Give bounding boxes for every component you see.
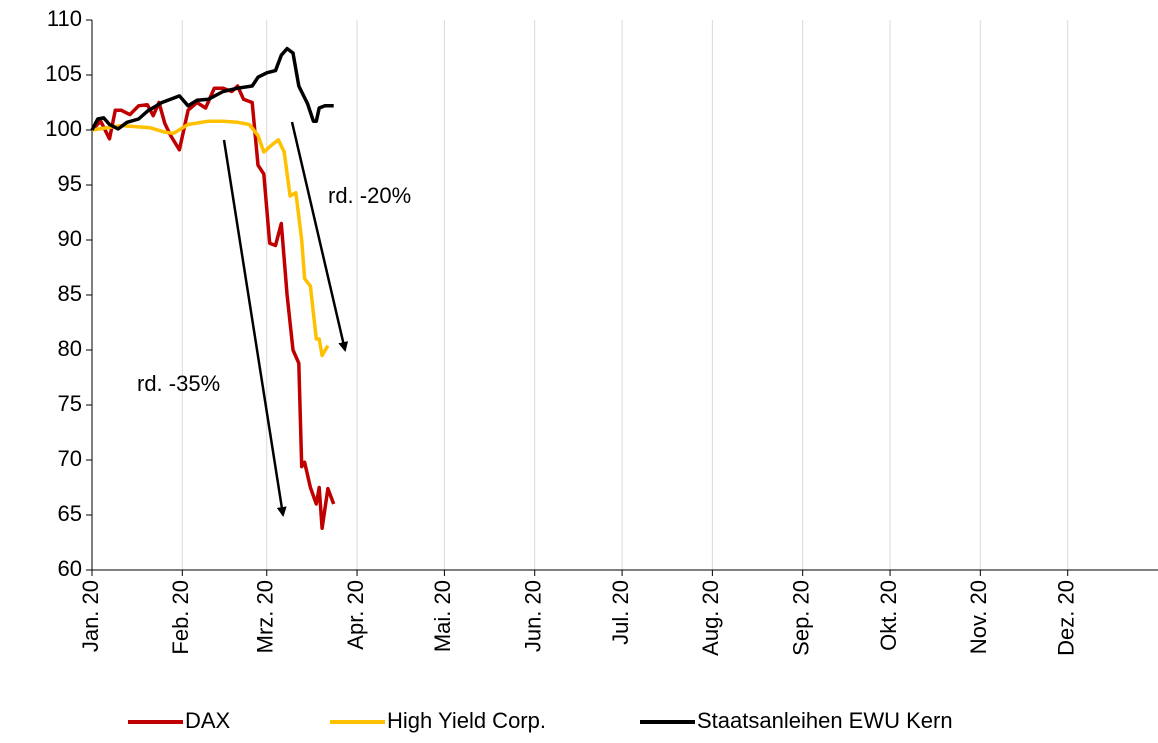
x-tick-label: Jan. 20 bbox=[78, 580, 103, 652]
arrow bbox=[222, 139, 287, 517]
legend-label: High Yield Corp. bbox=[387, 708, 546, 733]
x-tick-label: Nov. 20 bbox=[966, 580, 991, 654]
x-tick-label: Mai. 20 bbox=[430, 580, 455, 652]
y-tick-label: 100 bbox=[45, 116, 82, 141]
y-tick-label: 70 bbox=[58, 446, 82, 471]
x-tick-label: Jul. 20 bbox=[608, 580, 633, 645]
series-line bbox=[91, 119, 330, 358]
arrow bbox=[290, 121, 349, 352]
x-tick-label: Aug. 20 bbox=[698, 580, 723, 656]
y-tick-label: 60 bbox=[58, 556, 82, 581]
series-line bbox=[90, 84, 336, 530]
y-tick-label: 85 bbox=[58, 281, 82, 306]
x-tick-label: Feb. 20 bbox=[168, 580, 193, 655]
y-tick-label: 105 bbox=[45, 61, 82, 86]
y-tick-label: 110 bbox=[47, 6, 82, 31]
legend-label: DAX bbox=[185, 708, 231, 733]
y-tick-label: 75 bbox=[58, 391, 82, 416]
legend-label: Staatsanleihen EWU Kern bbox=[697, 708, 953, 733]
x-tick-label: Jun. 20 bbox=[521, 580, 546, 652]
x-tick-label: Okt. 20 bbox=[876, 580, 901, 651]
grid bbox=[181, 20, 1069, 570]
x-tick-label: Apr. 20 bbox=[343, 580, 368, 650]
annotation: rd. -35% bbox=[137, 371, 220, 396]
y-tick-label: 90 bbox=[58, 226, 82, 251]
x-tick-label: Mrz. 20 bbox=[253, 580, 278, 653]
y-tick-label: 65 bbox=[58, 501, 82, 526]
annotation: rd. -20% bbox=[328, 183, 411, 208]
x-tick-label: Sep. 20 bbox=[788, 580, 813, 656]
y-tick-label: 80 bbox=[58, 336, 82, 361]
series-line bbox=[90, 46, 334, 131]
y-tick-label: 95 bbox=[58, 171, 82, 196]
x-tick-label: Dez. 20 bbox=[1054, 580, 1079, 656]
